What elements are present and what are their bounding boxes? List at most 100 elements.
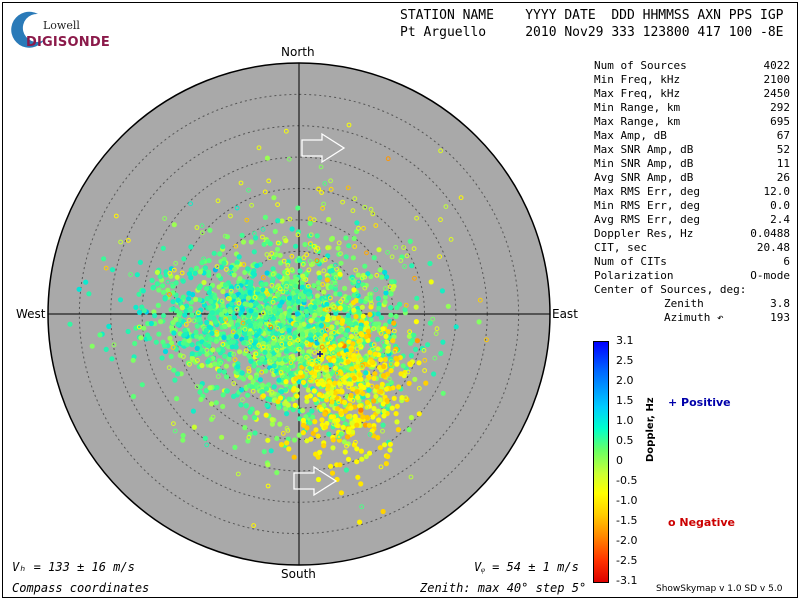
source-point — [267, 312, 273, 318]
source-point — [351, 235, 357, 242]
source-point — [328, 295, 333, 301]
source-point — [314, 361, 319, 366]
source-point — [310, 375, 316, 380]
source-point — [291, 385, 297, 392]
source-point — [265, 462, 271, 468]
source-point — [321, 380, 327, 385]
source-point — [346, 295, 352, 301]
source-point — [193, 296, 199, 302]
source-point — [385, 329, 391, 335]
source-point — [138, 335, 144, 341]
source-point — [385, 453, 391, 460]
source-point — [260, 310, 266, 316]
source-point — [284, 283, 290, 289]
source-point — [234, 322, 241, 328]
source-point — [177, 310, 183, 316]
source-point — [307, 245, 313, 251]
source-point — [308, 318, 314, 324]
source-point — [247, 344, 253, 350]
source-point — [388, 368, 394, 374]
source-point — [278, 442, 285, 448]
source-point — [329, 399, 335, 405]
source-point — [327, 362, 333, 368]
source-point — [234, 260, 240, 266]
source-point — [359, 304, 365, 310]
source-point — [128, 272, 134, 277]
center-of-sources-list: Zenith 3.8 Azimuth ↶ 193 — [594, 297, 792, 325]
source-point — [380, 508, 386, 515]
source-point — [374, 384, 380, 390]
center-label: Azimuth ↶ — [664, 311, 724, 324]
source-point — [274, 348, 280, 353]
source-point — [358, 357, 364, 363]
source-point — [160, 245, 166, 251]
source-point — [264, 289, 269, 295]
source-point — [391, 320, 397, 326]
source-point — [350, 277, 355, 282]
source-point — [330, 280, 335, 286]
source-point — [314, 293, 321, 299]
source-point — [294, 276, 300, 282]
source-point — [379, 381, 385, 387]
source-point — [271, 195, 277, 201]
source-point — [407, 329, 413, 335]
stat-row: Num of Sources 4022 — [594, 59, 792, 73]
stat-row: Min SNR Amp, dB 11 — [594, 157, 792, 171]
source-point — [359, 275, 365, 281]
source-point — [301, 294, 307, 300]
source-point — [366, 387, 372, 393]
source-point — [207, 315, 213, 321]
source-point — [437, 254, 443, 260]
source-point — [394, 403, 400, 409]
source-point — [261, 344, 266, 350]
source-point — [333, 275, 339, 280]
source-point — [289, 253, 295, 259]
source-point — [206, 257, 212, 264]
source-point — [220, 403, 226, 410]
source-point — [345, 313, 351, 319]
source-point — [387, 441, 393, 447]
source-point — [354, 220, 360, 226]
source-point — [314, 340, 320, 346]
source-point — [214, 264, 220, 270]
colorbar-tick-label: 2.0 — [616, 374, 634, 387]
source-point — [348, 405, 354, 411]
source-point — [339, 388, 345, 394]
source-point — [304, 368, 310, 374]
source-point — [141, 325, 147, 331]
source-point — [312, 312, 318, 318]
source-point — [368, 291, 374, 297]
source-point — [218, 311, 225, 317]
source-point — [285, 262, 291, 268]
source-point — [375, 336, 381, 342]
source-point — [387, 447, 393, 453]
source-point — [106, 323, 112, 329]
source-point — [245, 295, 252, 301]
source-point — [134, 272, 140, 278]
stat-row: Avg SNR Amp, dB 26 — [594, 171, 792, 185]
source-point — [393, 313, 399, 319]
source-point — [265, 437, 271, 443]
source-point — [215, 374, 221, 379]
source-point — [378, 357, 384, 363]
source-point — [394, 305, 400, 311]
source-point — [117, 297, 124, 303]
source-point — [344, 443, 349, 449]
source-point — [331, 330, 337, 335]
source-point — [274, 435, 280, 441]
source-point — [382, 294, 388, 300]
source-point — [154, 269, 160, 275]
source-point — [193, 329, 199, 335]
source-point — [391, 328, 397, 334]
source-point — [315, 433, 321, 439]
source-point — [226, 356, 232, 362]
source-point — [340, 318, 346, 324]
source-point — [167, 270, 173, 276]
source-point — [252, 231, 257, 236]
source-point — [381, 363, 387, 370]
source-point — [313, 248, 319, 253]
source-point — [299, 357, 305, 363]
source-point — [337, 271, 343, 277]
source-point — [265, 396, 271, 402]
